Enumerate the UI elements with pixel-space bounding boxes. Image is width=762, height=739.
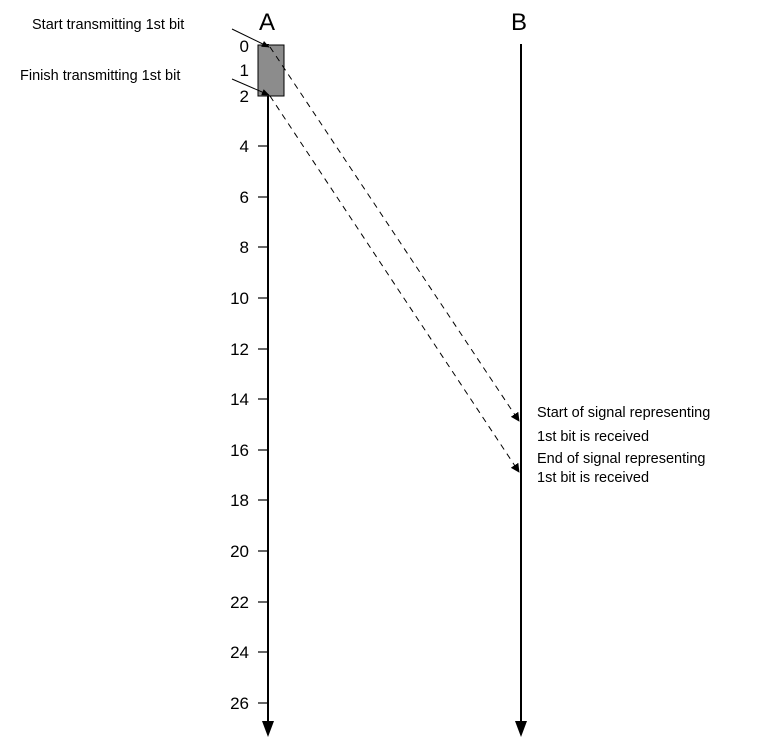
tick-label-8: 8 [240, 238, 249, 257]
end-received-annotation-line2: 1st bit is received [537, 470, 649, 486]
timeline-b-arrowhead [515, 721, 527, 737]
tick-label-24: 24 [230, 643, 249, 662]
bit-transmission-box [257, 44, 285, 97]
node-b-label: B [511, 9, 527, 36]
start-transmit-annotation: Start transmitting 1st bit [32, 17, 184, 33]
tick-label-22: 22 [230, 593, 249, 612]
tick-label-0: 0 [240, 37, 249, 56]
signal-end-propagation [269, 95, 520, 473]
tick-label-10: 10 [230, 289, 249, 308]
end-received-annotation-line1: End of signal representing [537, 451, 705, 467]
tick-label-1: 1 [240, 61, 249, 80]
tick-label-4: 4 [240, 137, 249, 156]
tick-label-20: 20 [230, 542, 249, 561]
tick-label-26: 26 [230, 694, 249, 713]
tick-label-16: 16 [230, 441, 249, 460]
signal-start-propagation [269, 46, 520, 422]
start-received-annotation-line2: 1st bit is received [537, 429, 649, 445]
timeline-a-arrowhead [262, 721, 274, 737]
start-received-annotation-line1: Start of signal representing [537, 405, 710, 421]
finish-transmit-pointer [231, 78, 270, 96]
time-axis-ticks: 0 1 2 4 6 8 10 12 14 16 18 20 22 24 26 [230, 37, 268, 713]
finish-transmit-annotation: Finish transmitting 1st bit [20, 68, 180, 84]
tick-label-2: 2 [240, 87, 249, 106]
node-a-label: A [259, 9, 275, 36]
tick-label-14: 14 [230, 390, 249, 409]
start-transmit-pointer [231, 28, 270, 48]
tick-label-12: 12 [230, 340, 249, 359]
tick-label-18: 18 [230, 491, 249, 510]
tick-label-6: 6 [240, 188, 249, 207]
